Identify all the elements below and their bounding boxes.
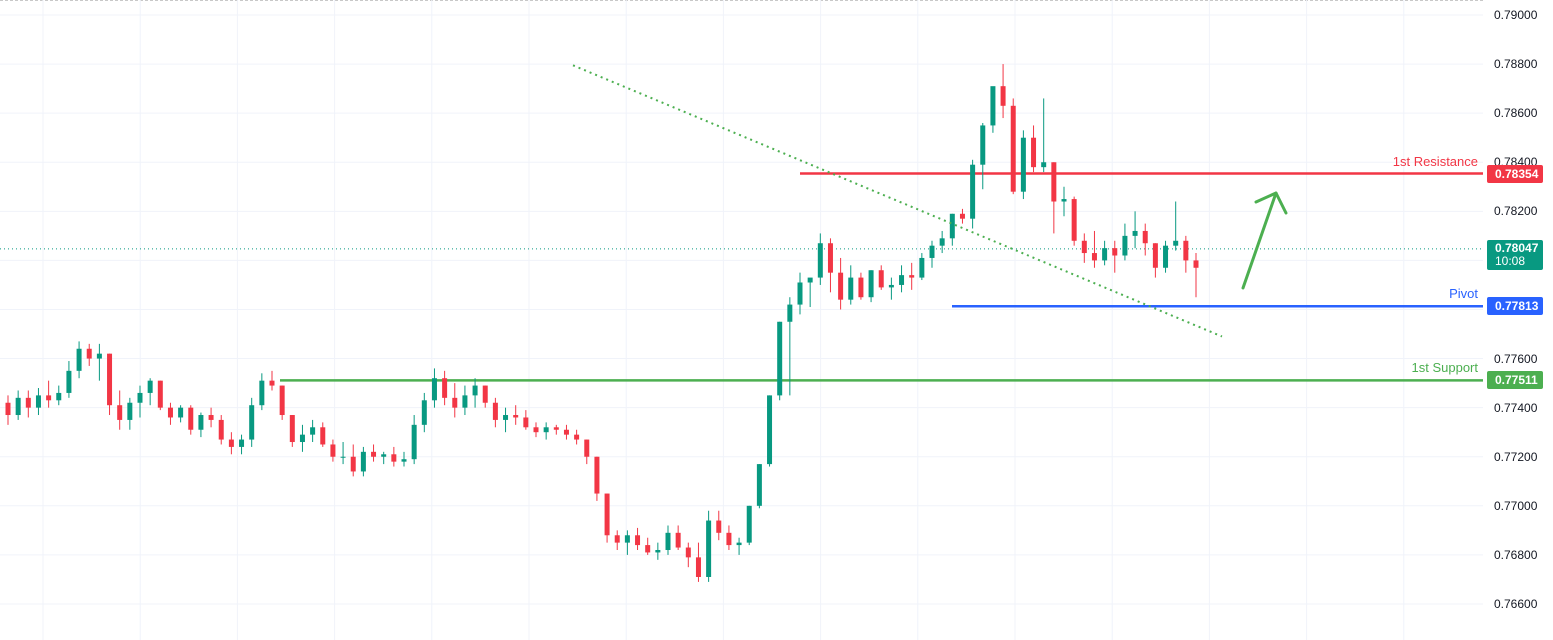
price-tick-label: 0.78200 bbox=[1494, 204, 1538, 219]
price-tick-label: 0.78600 bbox=[1494, 106, 1538, 121]
price-tick-label: 0.77200 bbox=[1494, 449, 1538, 464]
pivot-label: Pivot bbox=[1449, 286, 1478, 302]
price-tick-label: 0.76600 bbox=[1494, 596, 1538, 611]
support-price-tag: 0.77511 bbox=[1487, 371, 1543, 390]
candle-countdown: 10:08 bbox=[1495, 253, 1526, 268]
price-tick-label: 0.77400 bbox=[1494, 400, 1538, 415]
resistance-label: 1st Resistance bbox=[1392, 153, 1478, 169]
price-tick-label: 0.79000 bbox=[1494, 8, 1538, 22]
price-tick-label: 0.77000 bbox=[1494, 498, 1538, 513]
pivot-price-tag: 0.77813 bbox=[1487, 297, 1543, 316]
grid-lines bbox=[0, 0, 1489, 640]
current-price-value: 0.78047 bbox=[1495, 240, 1539, 255]
drawing-overlays bbox=[572, 64, 1288, 338]
price-tick-label: 0.76800 bbox=[1494, 547, 1538, 562]
current-price-tag: 0.78047 10:08 bbox=[1487, 239, 1543, 270]
resistance-price-tag: 0.78354 bbox=[1487, 164, 1543, 183]
price-tick-label: 0.77600 bbox=[1494, 351, 1538, 366]
price-axis[interactable] bbox=[1483, 0, 1553, 640]
price-tick-label: 0.78800 bbox=[1494, 57, 1538, 72]
support-label: 1st Support bbox=[1411, 360, 1479, 376]
level-lines bbox=[0, 172, 1483, 382]
top-border bbox=[0, 0, 1553, 2]
candles bbox=[5, 64, 1199, 582]
